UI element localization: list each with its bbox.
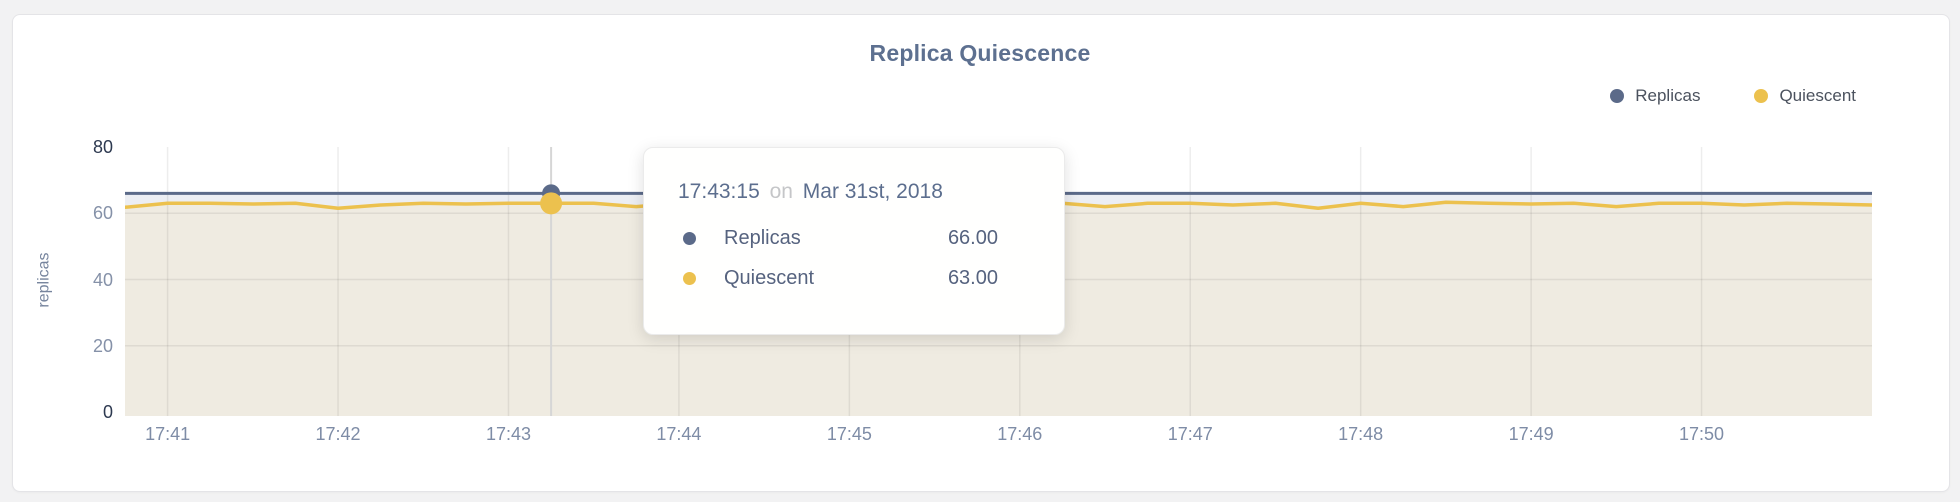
tooltip-series-value: 63.00: [947, 266, 998, 289]
x-tick-label: 17:47: [1167, 424, 1213, 444]
tooltip-time: 17:43:15: [678, 180, 760, 203]
tooltip-series-value: 66.00: [947, 226, 998, 249]
replicas-dot-icon: [683, 231, 696, 245]
x-tick-label: 17:49: [1508, 424, 1554, 444]
quiescent-legend-dot-icon: [1754, 89, 1769, 103]
legend-item-replicas[interactable]: Replicas: [1610, 86, 1700, 106]
x-tick-label: 17:44: [656, 424, 702, 444]
tooltip-row-replicas: Replicas 66.00: [644, 218, 1064, 258]
replicas-legend-dot-icon: [1610, 89, 1625, 103]
x-tick-label: 17:46: [997, 424, 1043, 444]
x-tick-label: 17:43: [485, 424, 531, 444]
tooltip-date: Mar 31st, 2018: [802, 180, 943, 203]
y-tick-label: 80: [92, 137, 113, 157]
y-tick-label: 40: [92, 269, 113, 290]
y-tick-label: 20: [92, 335, 113, 356]
y-tick-label: 0: [102, 402, 113, 422]
tooltip-row-quiescent: Quiescent 63.00: [644, 258, 1064, 298]
quiescent-hover-dot[interactable]: [540, 192, 563, 215]
legend-label-quiescent: Quiescent: [1779, 86, 1856, 105]
quiescent-dot-icon: [683, 271, 696, 285]
tooltip-series-name: Quiescent: [724, 266, 815, 289]
tooltip-rows: Replicas 66.00 Quiescent 63.00: [644, 218, 1064, 298]
tooltip-header: 17:43:15 on Mar 31st, 2018: [678, 180, 1044, 204]
x-tick-label: 17:41: [145, 424, 191, 444]
legend-label-replicas: Replicas: [1635, 86, 1701, 105]
x-tick-label: 17:50: [1679, 424, 1725, 444]
hover-tooltip: 17:43:15 on Mar 31st, 2018 Replicas 66.0…: [643, 147, 1065, 335]
x-tick-label: 17:45: [826, 424, 872, 444]
x-tick-label: 17:48: [1338, 424, 1384, 444]
tooltip-series-name: Replicas: [724, 226, 801, 249]
y-tick-label: 60: [92, 203, 113, 224]
x-tick-label: 17:42: [315, 424, 361, 444]
legend: Replicas Quiescent: [1610, 86, 1856, 106]
legend-item-quiescent[interactable]: Quiescent: [1754, 86, 1856, 106]
chart-title: Replica Quiescence: [869, 40, 1091, 66]
tooltip-connector: on: [769, 180, 793, 203]
